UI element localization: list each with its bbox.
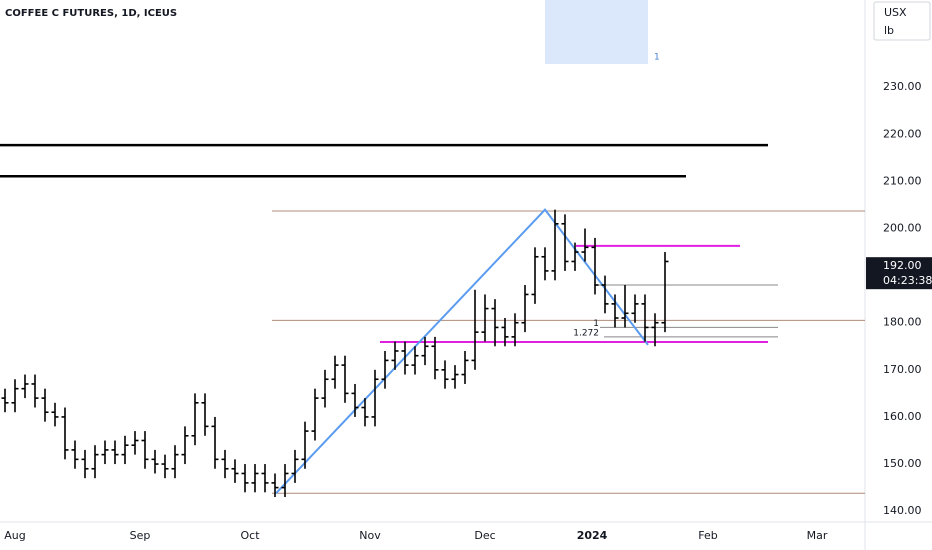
- y-tick-label: 170.00: [883, 363, 922, 376]
- chart-title: COFFEE C FUTURES, 1D, ICEUS: [5, 8, 177, 19]
- x-tick-label: Mar: [807, 529, 828, 542]
- x-tick-label: Sep: [130, 529, 151, 542]
- x-tick-label: 2024: [577, 529, 608, 542]
- x-tick-label: Dec: [474, 529, 495, 542]
- y-tick-label: 220.00: [883, 127, 922, 140]
- countdown: 04:23:38: [883, 274, 932, 287]
- fib-label: 1.272: [573, 328, 599, 338]
- price-tag: [866, 257, 932, 290]
- y-tick-label: 150.00: [883, 457, 922, 470]
- unit[interactable]: lb: [884, 24, 894, 37]
- unit-box[interactable]: [873, 1, 931, 41]
- currency[interactable]: USX: [884, 6, 907, 19]
- y-tick-label: 210.00: [883, 174, 922, 187]
- x-tick-label: Feb: [698, 529, 717, 542]
- y-tick-label: 200.00: [883, 221, 922, 234]
- x-tick-label: Nov: [359, 529, 381, 542]
- y-tick-label: 140.00: [883, 504, 922, 517]
- fib-label: 1: [593, 319, 599, 329]
- y-tick-label: 230.00: [883, 80, 922, 93]
- range-box: [545, 0, 648, 64]
- box-label: 1: [654, 53, 660, 63]
- x-tick-label: Oct: [240, 529, 260, 542]
- price-tag-label: 192.00: [883, 259, 922, 272]
- y-tick-label: 180.00: [883, 316, 922, 329]
- y-tick-label: 160.00: [883, 410, 922, 423]
- x-tick-label: Aug: [4, 529, 25, 542]
- trend-line: [275, 208, 649, 494]
